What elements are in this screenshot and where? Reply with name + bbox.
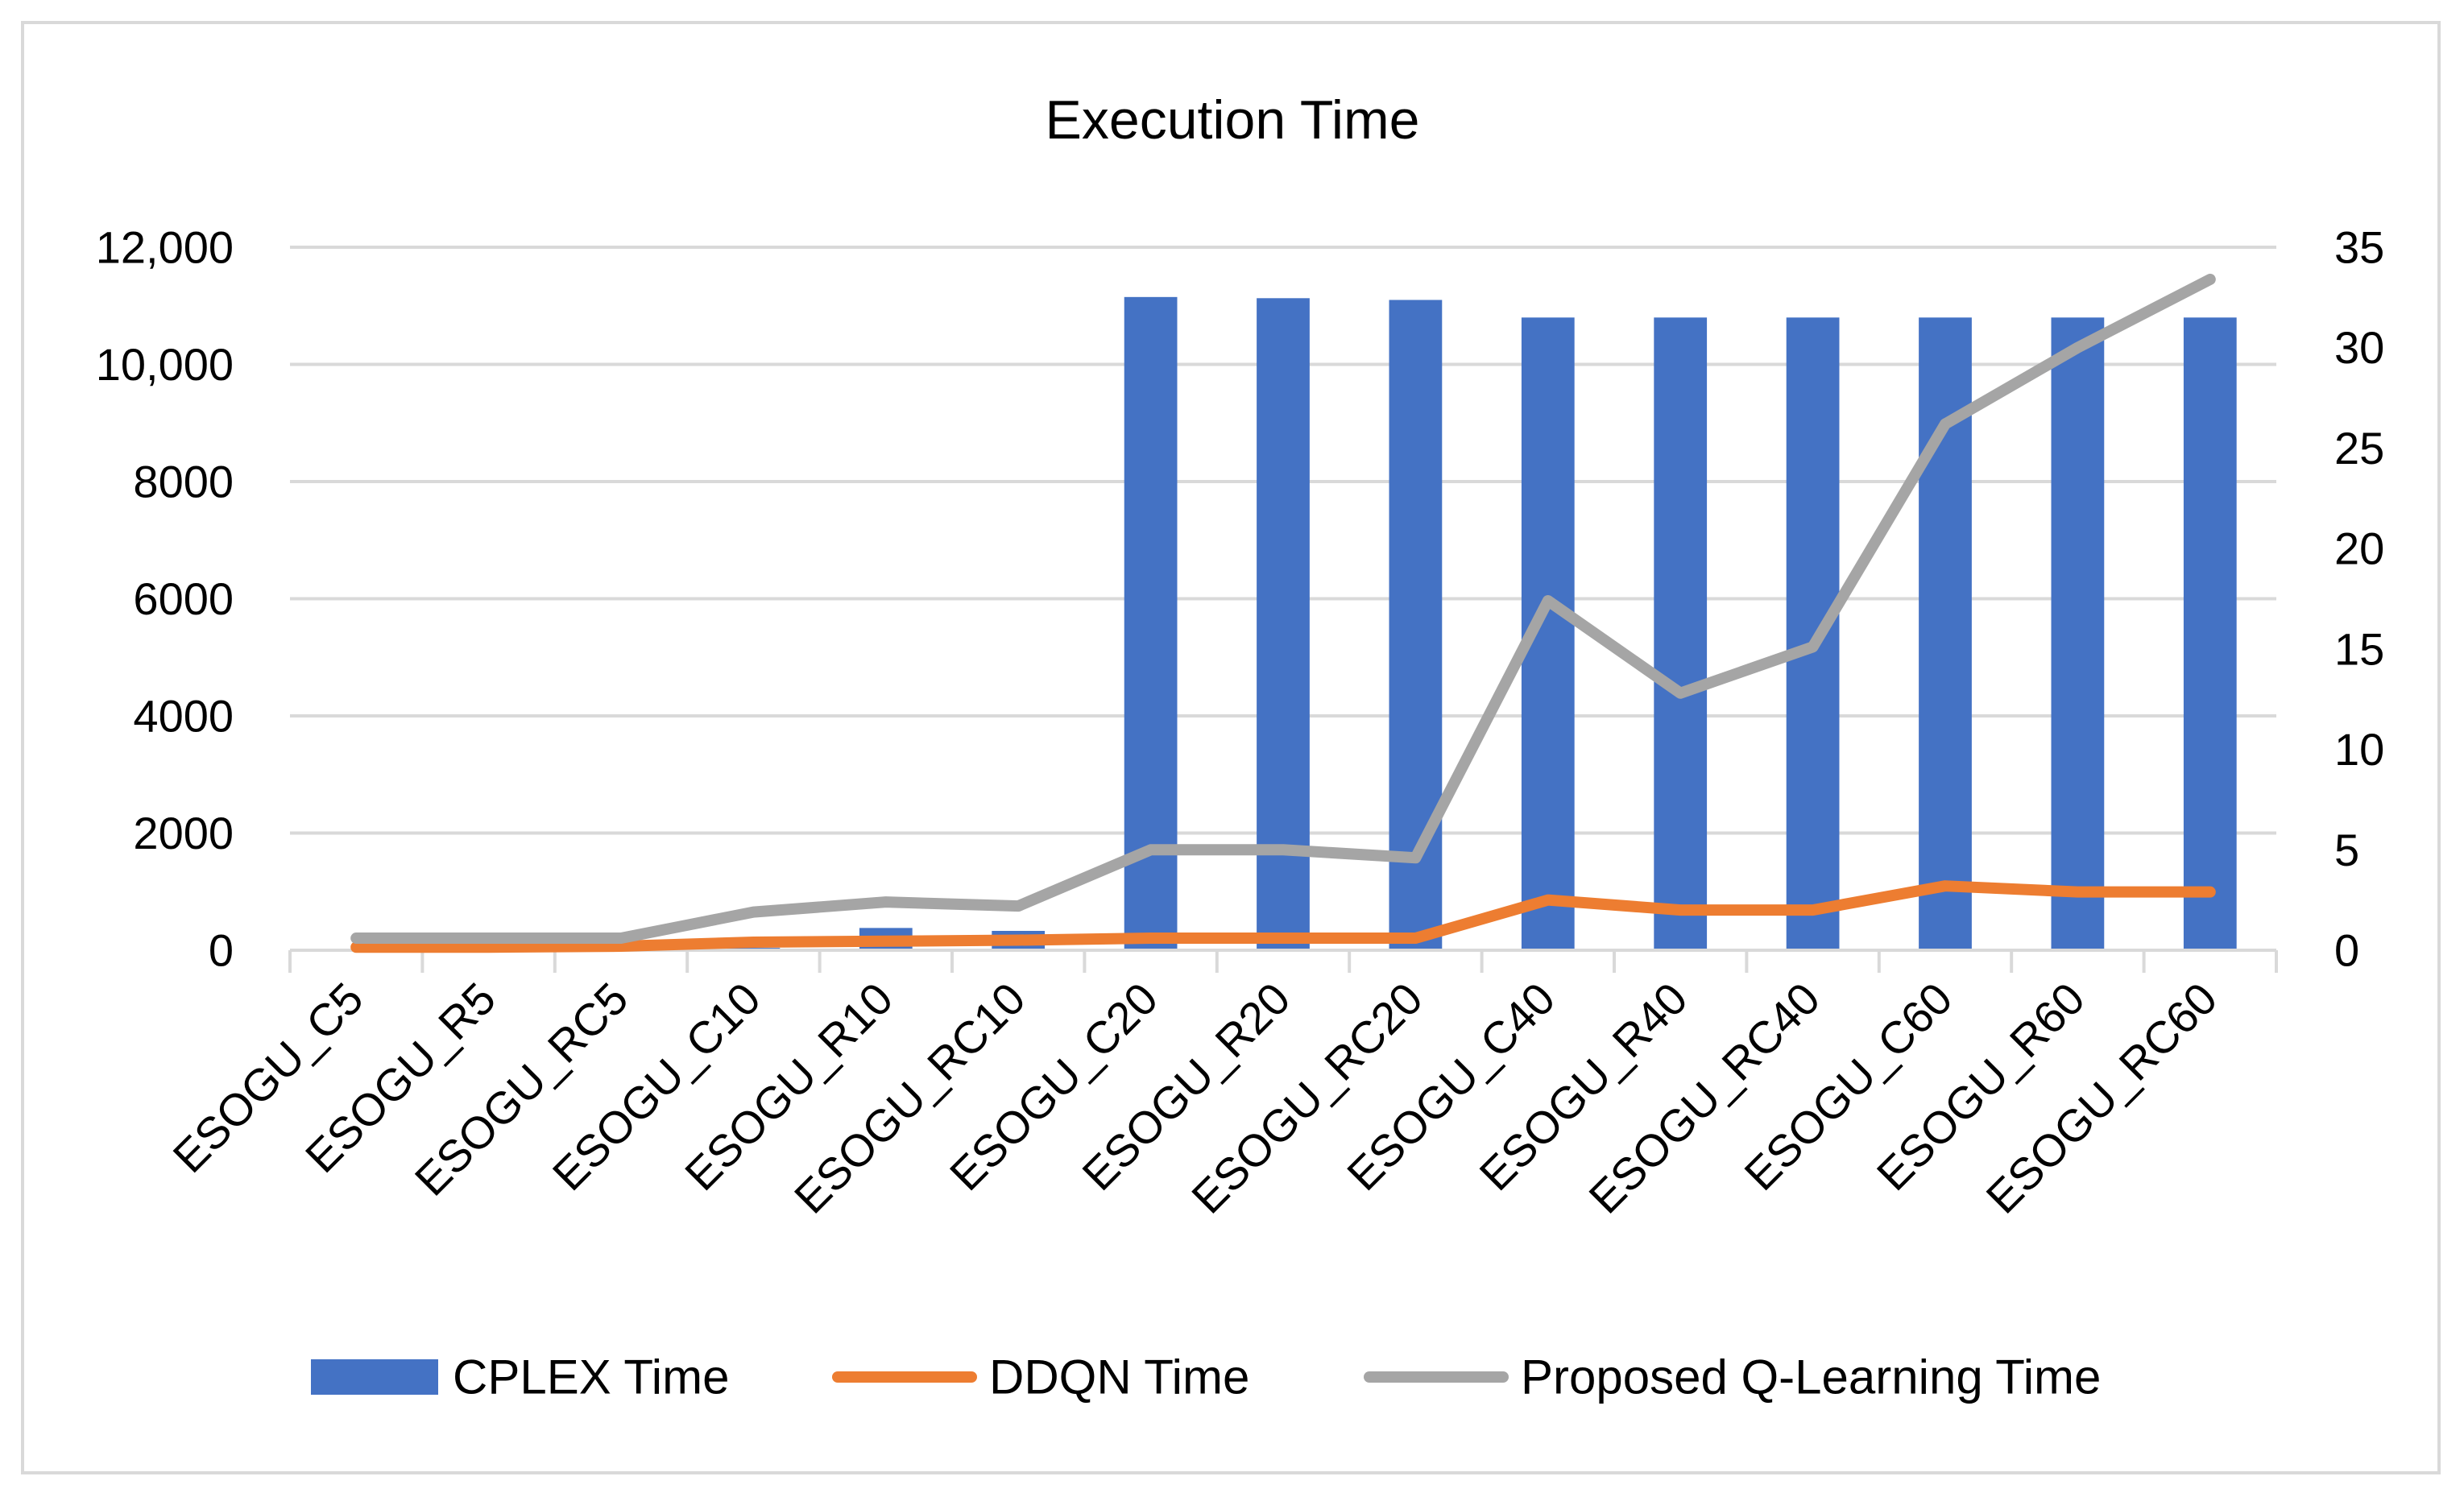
x-tick-label: ESOGU_RC10 [785, 973, 1035, 1223]
y-right-tick-label: 25 [2334, 423, 2384, 473]
y-axis-right: 0 5 10 15 20 25 30 35 [2334, 222, 2384, 976]
chart-title: Execution Time [1046, 89, 1420, 151]
y-left-tick-label: 4000 [133, 691, 234, 742]
bar-cplex-time [1389, 300, 1443, 951]
line-series [350, 273, 2216, 953]
y-right-tick-label: 30 [2334, 322, 2384, 373]
y-right-tick-label: 10 [2334, 724, 2384, 775]
y-right-tick-label: 15 [2334, 623, 2384, 674]
x-axis-labels: ESOGU_C5ESOGU_R5ESOGU_RC5ESOGU_C10ESOGU_… [163, 973, 2226, 1223]
y-left-tick-label: 12,000 [96, 222, 234, 273]
x-tick-label: ESOGU_RC40 [1579, 973, 1829, 1223]
y-right-tick-label: 20 [2334, 523, 2384, 574]
y-left-tick-label: 8000 [133, 457, 234, 507]
bar-series [329, 296, 2237, 951]
legend-swatch-cplex-time [311, 1359, 438, 1395]
chart-frame [21, 21, 2441, 1474]
line-ddqn-time [350, 880, 2216, 953]
legend-label-ddqn-time: DDQN Time [989, 1350, 1249, 1404]
line-proposed-q-learning-time [350, 273, 2216, 945]
bar-cplex-time [1124, 296, 1178, 950]
y-right-tick-label: 0 [2334, 925, 2359, 976]
y-left-tick-label: 0 [209, 925, 234, 976]
y-right-tick-label: 35 [2334, 222, 2384, 273]
y-left-tick-label: 10,000 [96, 339, 234, 390]
legend-label-cplex-time: CPLEX Time [453, 1350, 729, 1404]
x-tick-label: ESOGU_RC20 [1182, 973, 1432, 1223]
y-left-tick-label: 2000 [133, 808, 234, 858]
bar-cplex-time [1257, 298, 1310, 951]
legend-label-proposed-q-learning-time: Proposed Q-Learning Time [1521, 1350, 2101, 1404]
bar-cplex-time [1654, 317, 1708, 950]
bar-cplex-time [2183, 317, 2237, 950]
legend: CPLEX Time DDQN Time Proposed Q-Learning T… [311, 1350, 2101, 1404]
y-axis-left: 0 2000 4000 6000 8000 10,000 12,000 [96, 222, 234, 976]
bar-cplex-time [2051, 317, 2105, 950]
x-axis [288, 949, 2278, 973]
x-tick-label: ESOGU_RC60 [1976, 973, 2226, 1223]
y-right-tick-label: 5 [2334, 825, 2359, 875]
bar-cplex-time [1786, 317, 1840, 950]
y-left-tick-label: 6000 [133, 573, 234, 624]
